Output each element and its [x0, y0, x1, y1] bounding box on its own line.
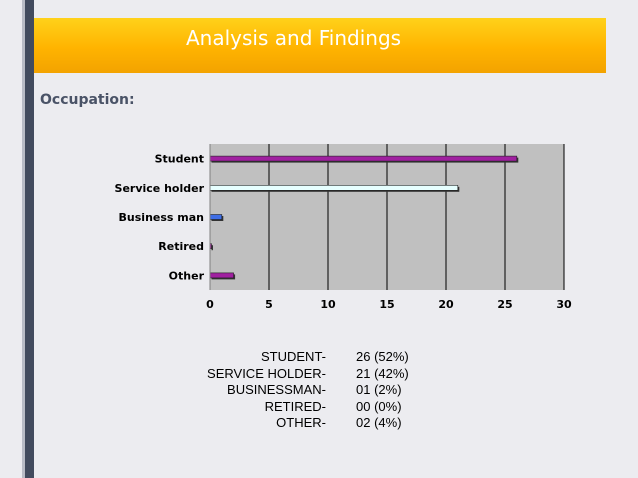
summary-table: STUDENT- 26 (52%) SERVICE HOLDER- 21 (42%) B… [190, 349, 440, 432]
bar-student [209, 155, 518, 162]
bar-business-man [209, 214, 223, 220]
bar-shadow [211, 245, 213, 251]
x-tick-label: 10 [320, 298, 336, 311]
summary-label: BUSINESSMAN- [227, 382, 326, 397]
bar-other [209, 272, 234, 279]
category-labels: Student Service holder Business man Retired… [115, 153, 205, 283]
summary-label: STUDENT- [261, 349, 326, 364]
x-tick-label: 5 [265, 298, 273, 311]
summary-label: SERVICE HOLDER- [207, 365, 326, 381]
category-label: Service holder [115, 182, 205, 195]
x-tick-label: 15 [379, 298, 394, 311]
summary-value: 02 (4%) [356, 415, 402, 430]
stripe-dark [25, 0, 34, 478]
stripe-light [22, 0, 25, 478]
x-tick-label: 25 [497, 298, 512, 311]
x-tick-label: 20 [438, 298, 454, 311]
summary-row: RETIRED- 00 (0%) [190, 399, 440, 416]
summary-label: RETIRED- [264, 398, 326, 414]
summary-value: 00 (0%) [356, 398, 402, 414]
category-label: Retired [158, 240, 204, 253]
summary-value: 01 (2%) [356, 382, 402, 397]
x-tick-label: 0 [206, 298, 214, 311]
category-label: Student [155, 153, 204, 166]
summary-row: OTHER- 02 (4%) [190, 415, 440, 432]
summary-value: 21 (42%) [356, 365, 409, 381]
summary-label: OTHER- [276, 415, 326, 430]
gridlines [268, 144, 565, 290]
bar-service-holder [209, 185, 459, 191]
left-decorative-stripe [0, 0, 34, 478]
summary-row: SERVICE HOLDER- 21 (42%) [190, 366, 440, 383]
x-tick-label: 30 [556, 298, 572, 311]
summary-value: 26 (52%) [356, 349, 409, 364]
summary-row: STUDENT- 26 (52%) [190, 349, 440, 366]
title-banner [34, 18, 606, 73]
bars [209, 155, 519, 280]
slide-title: Analysis and Findings [186, 26, 402, 50]
summary-row: BUSINESSMAN- 01 (2%) [190, 382, 440, 399]
category-label: Other [169, 269, 205, 282]
category-label: Business man [119, 211, 204, 224]
occupation-bar-chart: Student Service holder Business man Retired… [115, 144, 572, 311]
x-tick-labels: 0 5 10 15 20 25 30 [206, 298, 572, 311]
section-label: Occupation: [40, 92, 135, 108]
